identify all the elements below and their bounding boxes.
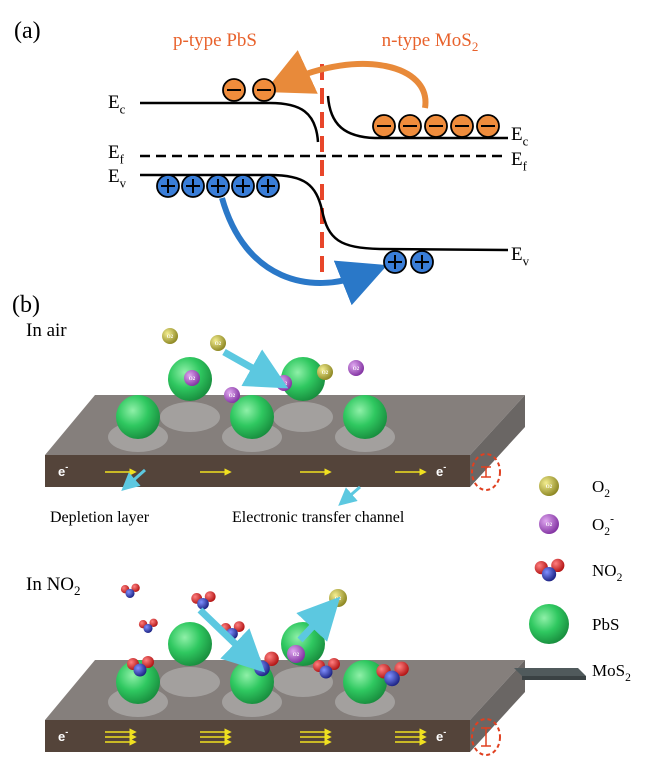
label-main: e [436,729,443,744]
legend-label: MoS2 [592,661,631,684]
mos2-front [45,720,470,752]
molecule-label: O2 [546,485,553,490]
band-ec-left [140,103,318,142]
right-title: n-type MoS2 [382,30,479,54]
label-main: E [511,149,523,170]
molecule-label: O2 [281,382,288,387]
depletion-region [273,402,333,432]
label-sub: 2 [604,525,610,538]
molecule-label: O2 [546,523,553,528]
depletion-region [160,667,220,697]
depletion-region [160,402,220,432]
flow-arrow [224,352,270,378]
legend-label: O2 [592,477,610,500]
nitrogen-atom [254,661,270,677]
level-label: Ev [511,244,530,269]
label-sub: v [120,176,127,191]
figure: (a) p-type PbS n-type MoS2 EcEfEvEcEfEv … [0,0,646,764]
label-main: E [511,124,523,145]
level-label: Ev [108,166,127,191]
title-sub: 2 [74,583,81,598]
label-main: e [58,464,65,479]
label-sub: v [523,254,530,269]
nitrogen-atom [542,567,556,581]
scene-title: In NO2 [26,574,81,598]
molecule-label: O2 [189,377,196,382]
label-main: E [511,244,523,265]
molecule-label: O2 [229,394,236,399]
scenes: e-e-O2O2O2O2O2O2O2e-e-O2O2O2O2 [45,328,559,755]
molecule-label: O2 [335,597,342,602]
annotation: Electronic transfer channel [232,509,405,526]
label-sup: - [443,462,446,472]
label-main: E [108,166,120,187]
label-sub: f [120,152,125,167]
molecule-label: O2 [215,342,222,347]
label-main: NO [592,561,617,580]
pbs-sphere [168,622,212,666]
pbs-sphere [529,604,569,644]
nitrogen-atom [125,589,134,598]
pbs-sphere [116,395,160,439]
level-label: Ef [511,149,528,174]
label-main: O [592,477,604,496]
mos2-front [45,455,470,487]
nitrogen-atom [134,664,147,677]
left-title: p-type PbS [173,30,257,51]
label-main: e [58,729,65,744]
molecule-label: O2 [322,371,329,376]
nitrogen-atom [384,671,400,687]
nitrogen-atom [320,666,333,679]
label-main: E [108,92,120,113]
nitrogen-atom [197,598,209,610]
title-main: n-type MoS [382,30,472,51]
label-sup: - [65,462,68,472]
label-sup: - [443,727,446,737]
level-label: Ec [108,92,126,117]
molecule-label: O2 [353,367,360,372]
label-main: e [436,464,443,479]
nitrogen-atom [143,624,152,633]
label-sub: f [523,159,528,174]
label-sub: 2 [625,671,631,684]
label-sub: c [120,102,126,117]
level-label: Ef [108,142,125,167]
pbs-sphere [343,395,387,439]
label-sup: - [65,727,68,737]
title-sub: 2 [472,39,479,54]
panel-label: (a) [14,18,41,44]
label-main: PbS [592,615,619,634]
legend-label: PbS [592,615,619,634]
molecule-label: O2 [167,335,174,340]
label-main: O [592,515,604,534]
flow-arrow [345,487,360,500]
electron-flow-arrow [286,64,425,108]
mos2-icon [514,668,586,676]
molecule-label: O2 [293,653,300,658]
legend-label: NO2 [592,561,623,584]
label-sub: c [523,134,529,149]
label-main: MoS [592,661,625,680]
label-sub: 2 [604,487,610,500]
scene-title: In air [26,320,67,341]
panel-label: (b) [12,292,40,318]
label-sup: - [610,512,614,525]
hole-flow-arrow [222,198,365,283]
pbs-sphere [230,395,274,439]
label-main: E [108,142,120,163]
label-sub: 2 [617,571,623,584]
annotation: Depletion layer [50,509,150,526]
legend-label: O2- [592,512,614,538]
level-label: Ec [511,124,529,149]
title-main: In NO [26,574,74,595]
mos2-icon [522,676,586,680]
